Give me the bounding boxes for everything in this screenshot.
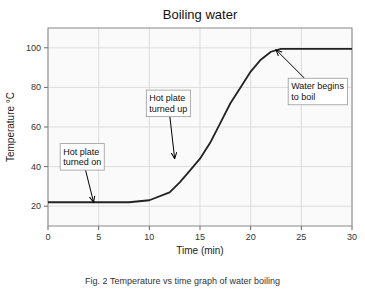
tick-x <box>352 226 353 230</box>
grid-line-y <box>48 206 352 207</box>
annotation-line: Hot plate <box>149 93 185 103</box>
tick-label-y: 20 <box>31 201 41 211</box>
annotation-arrow <box>276 50 305 78</box>
annotation-text: Water beginsto boil <box>291 81 344 102</box>
annotation-line: Hot plate <box>63 147 99 157</box>
y-axis-label: Temperature °C <box>5 92 16 162</box>
annotation: Water beginsto boil <box>276 50 347 105</box>
tick-label-y: 100 <box>26 43 41 53</box>
tick-x <box>200 226 201 230</box>
plot-frame <box>48 28 352 226</box>
annotation-box <box>146 90 190 117</box>
tick-label-x: 25 <box>296 232 306 242</box>
annotation-arrow <box>86 170 94 202</box>
annotation-text: Hot plateturned up <box>149 93 187 114</box>
tick-label-x: 0 <box>45 232 50 242</box>
tick-y <box>44 127 48 128</box>
tick-label-x: 20 <box>246 232 256 242</box>
tick-label-y: 40 <box>31 162 41 172</box>
annotation-text: Hot plateturned on <box>63 147 101 168</box>
tick-label-x: 5 <box>96 232 101 242</box>
annotation: Hot plateturned up <box>146 90 190 159</box>
tick-y <box>44 206 48 207</box>
tick-label-y: 60 <box>31 122 41 132</box>
annotation-box <box>60 144 104 171</box>
annotation-arrow <box>170 117 175 159</box>
annotation-line: turned on <box>63 157 101 167</box>
tick-label-y: 80 <box>31 82 41 92</box>
tick-y <box>44 47 48 48</box>
caption: Fig. 2 Temperature vs time graph of wate… <box>85 276 280 286</box>
annotation-line: Water begins <box>291 81 344 91</box>
x-axis-label: Time (min) <box>176 245 223 256</box>
annotation-box <box>288 78 347 105</box>
tick-x <box>301 226 302 230</box>
tick-y <box>44 87 48 88</box>
annotation-line: turned up <box>149 104 187 114</box>
tick-y <box>44 166 48 167</box>
tick-label-x: 15 <box>195 232 205 242</box>
annotation: Hot plateturned on <box>60 144 104 203</box>
tick-x <box>98 226 99 230</box>
annotation-line: to boil <box>291 92 315 102</box>
tick-x <box>48 226 49 230</box>
tick-label-x: 30 <box>347 232 357 242</box>
grid-line-y <box>48 127 352 128</box>
chart: 05101520253020406080100Hot plateturned o… <box>0 0 365 294</box>
data-group <box>48 49 352 202</box>
title: Boiling water <box>163 7 238 22</box>
tick-label-x: 10 <box>144 232 154 242</box>
plot-background <box>48 28 352 226</box>
tick-x <box>149 226 150 230</box>
curve <box>48 49 352 202</box>
tick-x <box>250 226 251 230</box>
